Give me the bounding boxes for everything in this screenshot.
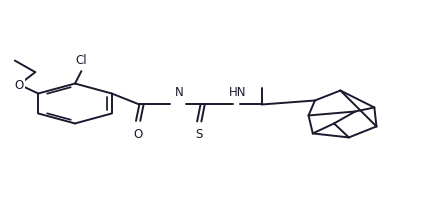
Text: Cl: Cl: [75, 54, 87, 67]
Text: H: H: [177, 88, 184, 98]
Text: HN: HN: [229, 85, 247, 98]
Text: O: O: [14, 79, 24, 92]
Text: S: S: [196, 128, 203, 141]
Text: O: O: [133, 127, 143, 140]
Text: N: N: [175, 85, 184, 98]
